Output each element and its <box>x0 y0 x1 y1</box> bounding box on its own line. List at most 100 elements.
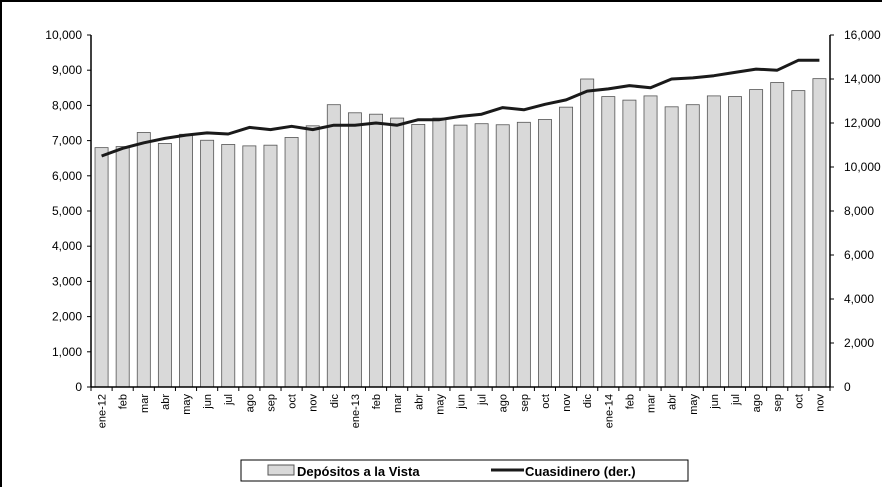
x-category-label: abr <box>667 394 679 410</box>
x-category-label: sep <box>519 394 531 412</box>
x-category-label: jun <box>709 394 721 410</box>
x-category-label: feb <box>624 394 636 409</box>
bar-depositos-15 <box>411 124 426 388</box>
bar-depositos-27 <box>664 106 679 388</box>
legend-box <box>240 459 689 482</box>
bar-depositos-12 <box>347 112 362 388</box>
bar-depositos-26 <box>643 95 658 388</box>
bar-depositos-1 <box>115 146 130 388</box>
x-category-label: jul <box>730 394 742 406</box>
bar-depositos-6 <box>221 144 236 388</box>
bar-depositos-7 <box>242 145 257 388</box>
bar-depositos-14 <box>390 117 405 388</box>
legend-label-depositos: Depósitos a la Vista <box>297 464 420 479</box>
x-category-label: dic <box>329 394 341 409</box>
bar-depositos-30 <box>728 96 742 388</box>
x-category-label: ene-14 <box>603 394 615 428</box>
bar-depositos-2 <box>136 132 151 388</box>
bar-depositos-28 <box>685 104 700 388</box>
x-category-label: oct <box>287 394 299 409</box>
x-category-label: oct <box>540 394 552 409</box>
bar-depositos-8 <box>263 144 278 388</box>
bar-depositos-5 <box>200 139 215 388</box>
bar-depositos-21 <box>538 119 552 388</box>
x-category-label: ene-13 <box>350 394 362 428</box>
legend-label-cuasidinero: Cuasidinero (der.) <box>525 464 636 479</box>
x-category-label: feb <box>118 394 130 409</box>
bars-layer <box>94 78 827 388</box>
x-category-label: sep <box>265 394 277 412</box>
y-left-tick-label: 2,000 <box>52 310 82 324</box>
bar-depositos-18 <box>474 123 489 388</box>
y-right-tick-label: 10,000 <box>844 160 881 174</box>
x-category-label: sep <box>772 394 784 412</box>
x-category-label: ene-12 <box>97 394 109 428</box>
y-left-tick-label: 5,000 <box>52 204 82 218</box>
bar-depositos-32 <box>770 82 785 388</box>
y-left-tick-label: 6,000 <box>52 169 82 183</box>
x-category-label: feb <box>371 394 383 409</box>
bar-depositos-4 <box>179 133 193 388</box>
x-category-label: mar <box>646 394 658 413</box>
x-category-label: ago <box>498 394 510 412</box>
x-category-label: oct <box>793 394 805 409</box>
bar-depositos-23 <box>580 78 595 388</box>
x-category-label: jul <box>223 394 235 406</box>
y-left-tick-label: 3,000 <box>52 274 82 288</box>
bar-depositos-17 <box>453 124 468 388</box>
bar-depositos-29 <box>706 95 721 388</box>
x-category-label: ago <box>751 394 763 412</box>
bar-depositos-22 <box>559 106 574 388</box>
y-left-tick-label: 8,000 <box>52 98 82 112</box>
legend-bar-swatch <box>267 464 295 476</box>
series-line-cuasidinero <box>101 58 820 158</box>
bar-depositos-3 <box>157 143 172 388</box>
bar-depositos-19 <box>495 124 510 388</box>
bar-depositos-16 <box>432 117 447 388</box>
y-left-tick-label: 4,000 <box>52 239 82 253</box>
bar-depositos-13 <box>369 113 383 388</box>
x-category-label: may <box>181 394 193 415</box>
x-category-label: may <box>434 394 446 415</box>
bar-depositos-0 <box>94 147 109 388</box>
y-right-tick-label: 16,000 <box>844 28 881 42</box>
x-category-label: abr <box>413 394 425 410</box>
y-right-tick-label: 12,000 <box>844 116 881 130</box>
y-right-tick-label: 8,000 <box>844 204 874 218</box>
bar-depositos-20 <box>516 121 531 388</box>
axes-layer: 0 1,000 2,000 3,000 4,000 5,000 6,000 7,000 8,00… <box>45 28 881 428</box>
bar-depositos-10 <box>305 125 320 388</box>
x-category-label: jul <box>477 394 489 406</box>
x-category-label: abr <box>160 394 172 410</box>
x-category-label: dic <box>582 394 594 409</box>
y-left-tick-label: 10,000 <box>45 28 82 42</box>
bar-depositos-25 <box>622 99 637 388</box>
x-category-label: jun <box>456 394 468 410</box>
x-category-label: may <box>688 394 700 415</box>
x-category-label: mar <box>392 394 404 413</box>
bar-depositos-11 <box>326 104 341 388</box>
bar-depositos-33 <box>791 90 806 388</box>
y-left-tick-label: 9,000 <box>52 63 82 77</box>
bar-depositos-31 <box>749 89 764 388</box>
x-category-label: nov <box>814 394 826 412</box>
y-left-tick-label: 7,000 <box>52 134 82 148</box>
bar-depositos-9 <box>284 137 299 388</box>
y-right-tick-label: 2,000 <box>844 336 874 350</box>
bar-depositos-34 <box>812 78 827 388</box>
legend: Depósitos a la Vista Cuasidinero (der.) <box>240 459 689 482</box>
x-category-label: nov <box>308 394 320 412</box>
x-category-label: nov <box>561 394 573 412</box>
y-right-tick-label: 0 <box>844 380 851 394</box>
x-category-label: ago <box>244 394 256 412</box>
line-layer <box>101 58 820 158</box>
y-right-tick-label: 4,000 <box>844 292 874 306</box>
y-left-tick-label: 0 <box>75 380 82 394</box>
x-category-label: jun <box>202 394 214 410</box>
bar-depositos-24 <box>601 96 616 388</box>
y-right-tick-label: 14,000 <box>844 72 881 86</box>
y-left-tick-label: 1,000 <box>52 345 82 359</box>
